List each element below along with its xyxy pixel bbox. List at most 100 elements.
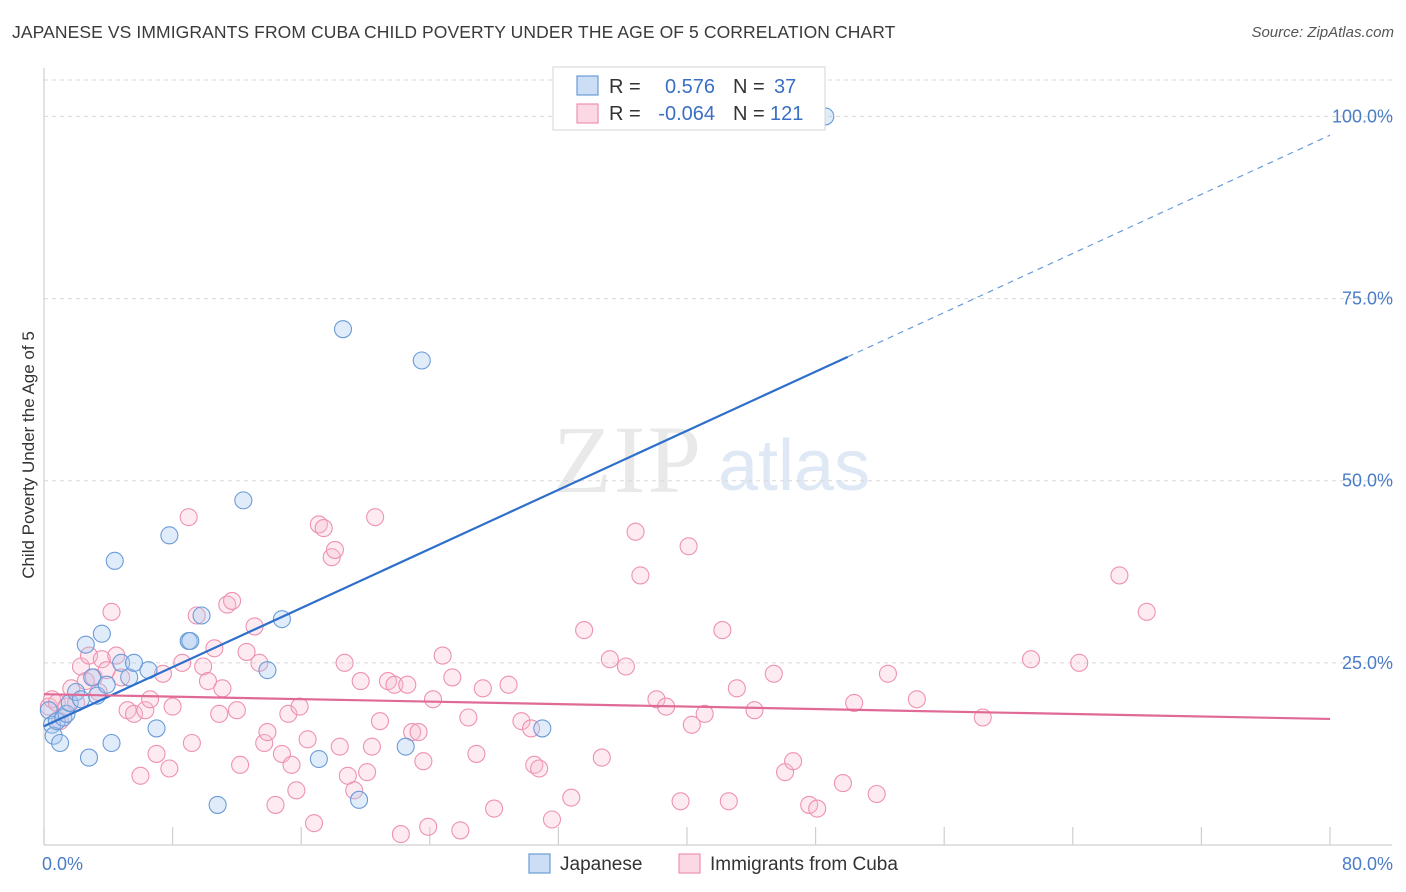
japanese-point-16: [102, 733, 121, 753]
japanese-point-17: [105, 551, 124, 570]
cuba-point-63: [366, 508, 385, 527]
cuba-point-76: [451, 821, 470, 840]
cuba-point-53: [314, 519, 333, 538]
cuba-point-28: [182, 733, 201, 753]
cuba-point-64: [370, 712, 390, 731]
japanese-point-2: [44, 726, 63, 745]
legend-r-label-2: R =: [609, 103, 641, 125]
japanese-point-36: [533, 719, 552, 738]
cuba-point-90: [600, 650, 619, 669]
japanese-point-10: [76, 635, 95, 654]
cuba-point-30: [194, 657, 213, 676]
cuba-point-22: [147, 744, 166, 763]
cuba-point-82: [512, 712, 531, 731]
series-cuba-points: [39, 508, 1156, 844]
series-japanese-points: [39, 107, 835, 814]
legend-r-value-2: -0.064: [658, 103, 715, 125]
cuba-point-18: [124, 704, 144, 723]
cuba-point-88: [575, 621, 594, 640]
cuba-point-116: [1070, 653, 1089, 672]
gridlines: [44, 79, 1392, 664]
cuba-point-35: [218, 595, 237, 614]
cuba-point-38: [231, 755, 250, 774]
japanese-point-35: [412, 351, 431, 370]
cuba-point-108: [808, 799, 827, 818]
x-tick-label-min: 0.0%: [42, 854, 83, 874]
cuba-point-48: [287, 781, 306, 800]
japanese-point-11: [79, 748, 99, 767]
cuba-point-59: [345, 781, 364, 800]
cuba-point-44: [266, 795, 285, 814]
cuba-point-96: [671, 792, 690, 811]
cuba-point-70: [409, 723, 428, 742]
y-axis-title: Child Poverty Under the Age of 5: [19, 331, 38, 579]
cuba-point-24: [160, 759, 179, 778]
legend-r-label-1: R =: [609, 76, 641, 98]
cuba-point-81: [499, 675, 518, 694]
watermark-zip: ZIP: [553, 406, 703, 513]
cuba-point-94: [647, 690, 666, 709]
japanese-point-9: [71, 690, 91, 709]
cuba-point-93: [631, 566, 650, 585]
cuba-point-98: [682, 715, 701, 734]
japanese-point-27: [208, 795, 227, 814]
cuba-point-25: [163, 697, 182, 716]
y-tick-labels: 25.0% 50.0% 75.0% 100.0%: [1332, 106, 1393, 672]
japanese-point-15: [97, 675, 116, 694]
chart-source: Source: ZipAtlas.com: [1251, 24, 1394, 41]
japanese-point-18: [112, 653, 131, 672]
cuba-point-103: [745, 701, 764, 720]
japanese-point-20: [124, 653, 144, 672]
legend-r-value-1: 0.576: [665, 76, 715, 98]
bottom-legend-swatch-cuba: [678, 853, 701, 874]
cuba-point-67: [391, 825, 410, 844]
cuba-point-47: [282, 755, 301, 774]
legend-n-value-2: 121: [770, 103, 803, 125]
legend-swatch-cuba: [576, 103, 599, 124]
cuba-point-12: [92, 650, 111, 669]
cuba-trend-line: [43, 693, 1331, 721]
cuba-point-80: [485, 799, 504, 818]
legend-n-label-2: N =: [733, 103, 765, 125]
cuba-point-49: [290, 697, 309, 716]
japanese-point-31: [309, 749, 328, 769]
trend-lines: [43, 134, 1331, 728]
y-tick-label-0: 25.0%: [1342, 653, 1393, 673]
cuba-point-99: [695, 704, 714, 723]
cuba-point-104: [764, 664, 783, 683]
cuba-point-117: [1110, 566, 1129, 585]
legend-n-label-1: N =: [733, 76, 765, 98]
japanese-point-32: [333, 320, 353, 339]
cuba-point-91: [616, 657, 635, 676]
cuba-point-85: [530, 759, 549, 778]
cuba-point-87: [562, 788, 581, 807]
y-tick-label-2: 75.0%: [1342, 289, 1393, 309]
cuba-point-97: [679, 537, 698, 556]
cuba-point-29: [187, 606, 206, 625]
cuba-point-84: [525, 755, 544, 774]
cuba-point-101: [719, 792, 738, 811]
cuba-point-74: [433, 646, 452, 665]
japanese-point-4: [51, 733, 70, 753]
cuba-point-102: [727, 679, 746, 698]
cuba-point-39: [237, 642, 256, 661]
x-tick-label-max: 80.0%: [1342, 854, 1393, 874]
cuba-point-27: [179, 508, 198, 527]
cuba-point-34: [213, 679, 232, 698]
cuba-point-79: [473, 679, 492, 698]
cuba-point-56: [330, 737, 349, 756]
watermark-atlas: atlas: [718, 426, 870, 506]
cuba-point-73: [423, 690, 443, 709]
cuba-point-75: [443, 668, 462, 687]
japanese-point-28: [234, 491, 253, 510]
cuba-point-20: [136, 701, 155, 720]
cuba-point-110: [845, 693, 864, 712]
cuba-point-77: [459, 708, 478, 727]
cuba-point-68: [398, 675, 417, 694]
legend-n-value-1: 37: [774, 76, 796, 98]
cuba-point-72: [419, 817, 438, 836]
bottom-legend: Japanese Immigrants from Cuba: [528, 853, 898, 875]
japanese-point-22: [147, 719, 166, 738]
cuba-point-43: [258, 723, 277, 742]
bottom-legend-label-japanese: Japanese: [560, 854, 642, 875]
